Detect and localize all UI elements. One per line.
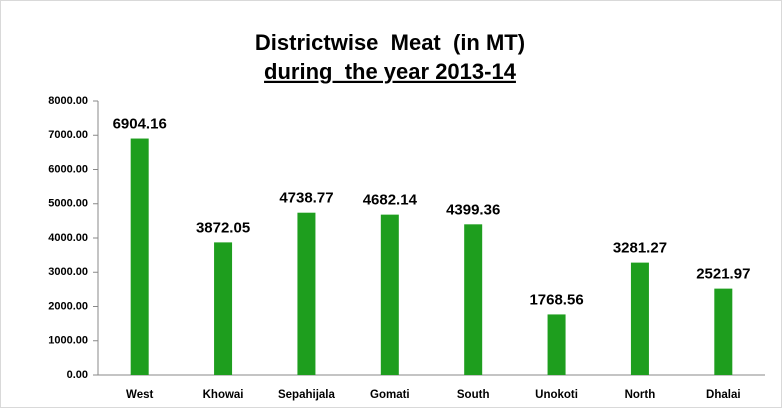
x-tick-label: Dhalai	[706, 389, 741, 401]
data-label: 4399.36	[446, 201, 500, 218]
bar	[297, 212, 316, 375]
bar	[714, 288, 733, 375]
y-tick-label: 3000.00	[48, 266, 88, 278]
x-tick-label: West	[126, 389, 153, 401]
y-tick-label: 0.00	[67, 369, 88, 381]
x-tick-label: North	[625, 389, 656, 401]
data-label: 6904.16	[113, 116, 167, 133]
y-tick-label: 6000.00	[48, 163, 88, 175]
y-tick-label: 1000.00	[48, 335, 88, 347]
data-label: 2521.97	[696, 266, 750, 283]
y-tick-label: 7000.00	[48, 129, 88, 141]
bar	[547, 314, 566, 375]
bar	[630, 262, 649, 375]
bar	[130, 138, 149, 375]
data-label: 4738.77	[279, 190, 333, 207]
bar	[464, 224, 483, 375]
x-tick-label: Gomati	[370, 389, 410, 401]
data-label: 3281.27	[613, 240, 667, 257]
x-tick-label: South	[457, 389, 490, 401]
y-tick-label: 8000.00	[48, 95, 88, 107]
x-tick-label: Unokoti	[535, 389, 578, 401]
data-label: 4682.14	[363, 192, 418, 209]
chart-subtitle: during the year 2013-14	[264, 59, 517, 84]
x-tick-label: Khowai	[203, 389, 244, 401]
y-tick-label: 4000.00	[48, 232, 88, 244]
bar	[214, 242, 233, 375]
chart-title: Districtwise Meat (in MT)	[255, 30, 525, 55]
data-label: 3872.05	[196, 219, 250, 236]
bar	[380, 214, 399, 375]
y-tick-label: 2000.00	[48, 300, 88, 312]
y-tick-label: 5000.00	[48, 198, 88, 210]
x-tick-label: Sepahijala	[278, 389, 335, 401]
data-label: 1768.56	[529, 291, 583, 308]
